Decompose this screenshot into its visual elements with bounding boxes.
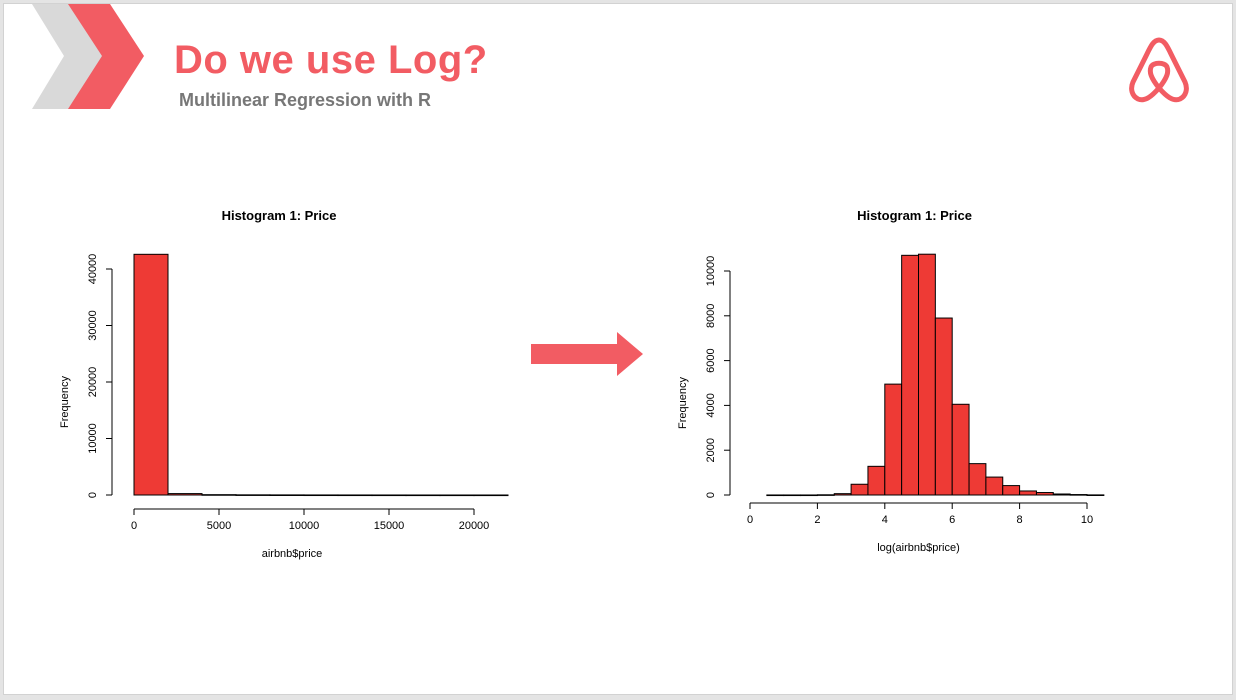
x-tick-label: 20000 bbox=[459, 520, 490, 532]
x-tick-label: 6 bbox=[949, 514, 955, 526]
y-tick-label: 30000 bbox=[87, 310, 99, 341]
histogram-bar bbox=[133, 253, 169, 496]
y-tick-label: 4000 bbox=[705, 393, 717, 417]
y-tick-label: 0 bbox=[705, 492, 717, 498]
histogram-bar bbox=[269, 494, 305, 496]
y-axis-label: Frequency bbox=[677, 377, 689, 429]
slide: Do we use Log? Multilinear Regression wi… bbox=[4, 4, 1232, 694]
histogram-price: Histogram 1: Price 0 5000 10000 15000 20000 0 1… bbox=[54, 194, 509, 584]
histogram-bar bbox=[371, 494, 407, 497]
chart-title: Histogram 1: Price bbox=[857, 208, 972, 223]
histogram-bar bbox=[783, 494, 802, 497]
chart-title: Histogram 1: Price bbox=[222, 208, 337, 223]
page-subtitle: Multilinear Regression with R bbox=[179, 90, 432, 110]
histogram-bar bbox=[951, 403, 970, 496]
y-axis-label: Frequency bbox=[59, 376, 71, 428]
chevron-red-shape bbox=[68, 4, 144, 109]
x-tick-label: 4 bbox=[882, 514, 888, 526]
histogram-svg: Histogram 1: Price 0 2 4 6 8 10 0 2000 4000 6000 80… bbox=[677, 208, 1105, 554]
histogram-bar bbox=[167, 493, 203, 496]
y-tick-label: 10000 bbox=[705, 256, 717, 287]
x-tick-label: 10000 bbox=[289, 520, 320, 532]
histogram-bar bbox=[473, 494, 509, 497]
histogram-bar bbox=[439, 494, 475, 497]
histogram-bar bbox=[235, 494, 271, 496]
x-tick-label: 0 bbox=[131, 520, 137, 532]
y-tick-label: 10000 bbox=[87, 423, 99, 454]
histogram-bar bbox=[884, 383, 903, 496]
histogram-bar bbox=[800, 494, 818, 497]
y-tick-label: 40000 bbox=[87, 254, 99, 285]
histogram-bar bbox=[1035, 492, 1054, 496]
x-tick-label: 10 bbox=[1081, 514, 1093, 526]
airbnb-logo-icon bbox=[1129, 37, 1189, 103]
x-tick-label: 2 bbox=[814, 514, 820, 526]
x-tick-label: 8 bbox=[1017, 514, 1023, 526]
histogram-bar bbox=[901, 254, 919, 496]
chevron-icon bbox=[32, 4, 144, 109]
y-tick-label: 2000 bbox=[705, 438, 717, 462]
histogram-bar bbox=[934, 317, 953, 496]
x-axis-label: airbnb$price bbox=[262, 548, 323, 560]
histogram-bar bbox=[1002, 485, 1021, 496]
arrow-right-icon bbox=[531, 332, 643, 376]
histogram-bar bbox=[1086, 494, 1105, 496]
histogram-log-price: Histogram 1: Price 0 2 4 6 8 10 0 2000 4000 6000 80… bbox=[674, 194, 1114, 584]
y-tick-label: 0 bbox=[87, 492, 99, 498]
histogram-bar bbox=[405, 494, 441, 497]
histogram-bar bbox=[833, 493, 852, 496]
histogram-svg: Histogram 1: Price 0 5000 10000 15000 20000 0 1… bbox=[59, 208, 509, 560]
histogram-bar bbox=[1052, 493, 1071, 496]
histogram-bar bbox=[918, 253, 936, 496]
x-tick-label: 5000 bbox=[207, 520, 231, 532]
histogram-bar bbox=[850, 483, 869, 496]
page-title: Do we use Log? bbox=[174, 38, 488, 82]
x-tick-label: 0 bbox=[747, 514, 753, 526]
y-tick-label: 20000 bbox=[87, 367, 99, 398]
histogram-bar bbox=[201, 494, 237, 496]
histogram-bar bbox=[867, 465, 886, 496]
y-tick-label: 8000 bbox=[705, 304, 717, 328]
histogram-bar bbox=[968, 463, 987, 496]
histogram-bar bbox=[766, 494, 785, 497]
histogram-bar bbox=[337, 494, 373, 497]
histogram-bar bbox=[1069, 494, 1088, 496]
histogram-bar bbox=[985, 476, 1004, 496]
x-axis-label: log(airbnb$price) bbox=[877, 542, 960, 554]
histogram-bar bbox=[303, 494, 339, 497]
histogram-bar bbox=[1019, 490, 1037, 496]
x-tick-label: 15000 bbox=[374, 520, 405, 532]
histogram-bar bbox=[816, 494, 835, 496]
y-tick-label: 6000 bbox=[705, 348, 717, 372]
